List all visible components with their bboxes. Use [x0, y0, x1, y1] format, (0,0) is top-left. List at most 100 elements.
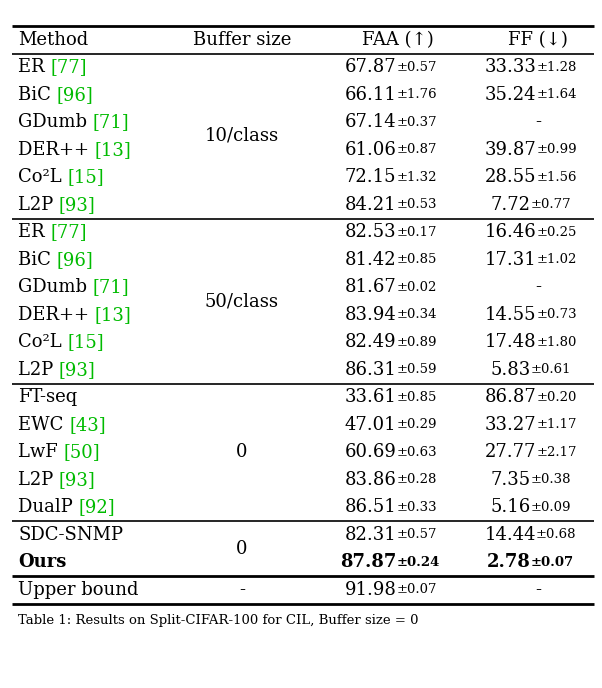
Text: -: -: [535, 581, 541, 599]
Text: [43]: [43]: [69, 416, 106, 433]
Text: ±0.53: ±0.53: [396, 198, 436, 211]
Text: [71]: [71]: [93, 278, 129, 297]
Text: 14.55: 14.55: [485, 305, 536, 324]
Text: Table 1: Results on Split-CIFAR-100 for CIL, Buffer size = 0: Table 1: Results on Split-CIFAR-100 for …: [18, 614, 418, 627]
Text: -: -: [535, 114, 541, 131]
Text: Co²L: Co²L: [18, 169, 67, 186]
Text: [71]: [71]: [93, 114, 129, 131]
Text: ±1.56: ±1.56: [536, 171, 577, 184]
Text: ±0.25: ±0.25: [536, 226, 577, 239]
Text: ER: ER: [18, 58, 51, 76]
Text: [50]: [50]: [63, 443, 100, 461]
Text: ±1.32: ±1.32: [396, 171, 436, 184]
Text: Buffer size: Buffer size: [193, 31, 291, 49]
Text: Co²L: Co²L: [18, 333, 67, 352]
Text: 28.55: 28.55: [485, 169, 536, 186]
Text: L2P: L2P: [18, 361, 59, 379]
Text: ±0.07: ±0.07: [530, 556, 574, 569]
Text: ±0.68: ±0.68: [536, 528, 577, 541]
Text: ±0.87: ±0.87: [396, 143, 437, 156]
Text: 67.87: 67.87: [344, 58, 396, 76]
Text: 86.87: 86.87: [485, 388, 536, 406]
Text: GDumb: GDumb: [18, 114, 93, 131]
Text: ±0.02: ±0.02: [396, 281, 436, 294]
Text: ±1.76: ±1.76: [396, 88, 437, 101]
Text: [93]: [93]: [59, 361, 96, 379]
Text: L2P: L2P: [18, 471, 59, 488]
Text: GDumb: GDumb: [18, 278, 93, 297]
Text: 50/class: 50/class: [205, 292, 279, 310]
Text: ±0.63: ±0.63: [396, 446, 437, 459]
Text: 7.35: 7.35: [490, 471, 530, 488]
Text: ±0.37: ±0.37: [396, 116, 437, 129]
Text: [15]: [15]: [67, 333, 104, 352]
Text: [93]: [93]: [59, 196, 96, 214]
Text: Upper bound: Upper bound: [18, 581, 138, 599]
Text: ±0.73: ±0.73: [536, 308, 577, 321]
Text: 84.21: 84.21: [344, 196, 396, 214]
Text: 82.31: 82.31: [344, 526, 396, 544]
Text: ±0.59: ±0.59: [396, 363, 437, 376]
Text: ±1.64: ±1.64: [536, 88, 577, 101]
Text: ±0.28: ±0.28: [396, 473, 436, 486]
Text: 27.77: 27.77: [485, 443, 536, 461]
Text: 91.98: 91.98: [344, 581, 396, 599]
Text: ±0.07: ±0.07: [396, 583, 437, 596]
Text: 81.42: 81.42: [344, 250, 396, 269]
Text: [77]: [77]: [51, 58, 87, 76]
Text: DER++: DER++: [18, 305, 95, 324]
Text: 10/class: 10/class: [205, 127, 279, 145]
Text: 67.14: 67.14: [344, 114, 396, 131]
Text: 60.69: 60.69: [344, 443, 396, 461]
Text: 81.67: 81.67: [344, 278, 396, 297]
Text: ER: ER: [18, 223, 51, 241]
Text: [93]: [93]: [59, 471, 96, 488]
Text: 86.31: 86.31: [344, 361, 396, 379]
Text: 72.15: 72.15: [344, 169, 396, 186]
Text: 14.44: 14.44: [485, 526, 536, 544]
Text: 5.83: 5.83: [490, 361, 530, 379]
Text: ±1.17: ±1.17: [536, 418, 577, 431]
Text: ±0.24: ±0.24: [397, 556, 440, 569]
Text: 0: 0: [236, 539, 248, 557]
Text: ±0.20: ±0.20: [536, 391, 577, 404]
Text: LwF: LwF: [18, 443, 63, 461]
Text: 5.16: 5.16: [490, 498, 530, 516]
Text: BiC: BiC: [18, 86, 57, 104]
Text: DER++: DER++: [18, 141, 95, 159]
Text: ±0.33: ±0.33: [396, 501, 437, 514]
Text: ±0.34: ±0.34: [396, 308, 436, 321]
Text: ±0.57: ±0.57: [396, 528, 437, 541]
Text: [96]: [96]: [57, 86, 93, 104]
Text: [15]: [15]: [67, 169, 104, 186]
Text: 86.51: 86.51: [344, 498, 396, 516]
Text: EWC: EWC: [18, 416, 69, 433]
Text: [77]: [77]: [51, 223, 87, 241]
Text: ±0.61: ±0.61: [530, 363, 571, 376]
Text: L2P: L2P: [18, 196, 59, 214]
Text: ±1.02: ±1.02: [536, 253, 577, 266]
Text: ±0.89: ±0.89: [396, 336, 436, 349]
Text: [92]: [92]: [78, 498, 115, 516]
Text: ±1.28: ±1.28: [536, 61, 577, 74]
Text: 33.27: 33.27: [485, 416, 536, 433]
Text: ±0.09: ±0.09: [530, 501, 571, 514]
Text: -: -: [239, 581, 245, 599]
Text: -: -: [535, 278, 541, 297]
Text: 17.48: 17.48: [485, 333, 536, 352]
Text: 2.78: 2.78: [486, 553, 530, 571]
Text: [96]: [96]: [57, 250, 93, 269]
Text: ±0.85: ±0.85: [396, 253, 436, 266]
Text: 33.61: 33.61: [344, 388, 396, 406]
Text: DualP: DualP: [18, 498, 78, 516]
Text: FT-seq: FT-seq: [18, 388, 77, 406]
Text: 0: 0: [236, 443, 248, 461]
Text: ±0.85: ±0.85: [396, 391, 436, 404]
Text: ±0.38: ±0.38: [530, 473, 571, 486]
Text: SDC-SNMP: SDC-SNMP: [18, 526, 123, 544]
Text: 82.49: 82.49: [344, 333, 396, 352]
Text: 87.87: 87.87: [340, 553, 397, 571]
Text: ±0.99: ±0.99: [536, 143, 577, 156]
Text: ±2.17: ±2.17: [536, 446, 577, 459]
Text: 33.33: 33.33: [485, 58, 536, 76]
